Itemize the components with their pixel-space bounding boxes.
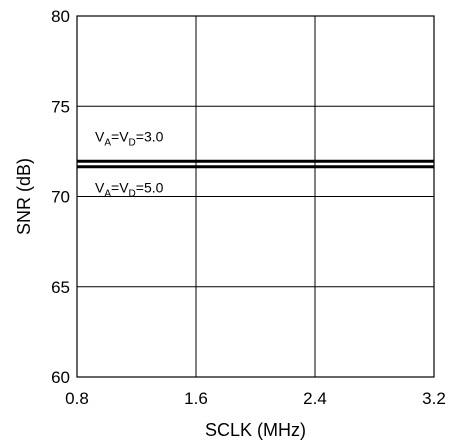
plot-frame — [76, 15, 435, 378]
series-lines — [77, 159, 434, 169]
y-axis-label: SNR (dB) — [14, 158, 34, 235]
y-tick-label: 65 — [51, 278, 70, 297]
y-tick-label: 75 — [51, 97, 70, 116]
y-tick-label: 60 — [51, 368, 70, 387]
x-axis-label: SCLK (MHz) — [205, 420, 306, 440]
y-tick-labels: 60 65 70 75 80 — [51, 7, 70, 387]
y-tick-label: 70 — [51, 188, 70, 207]
series-annotations: VA=VD=3.0 VA=VD=5.0 — [95, 128, 164, 199]
x-tick-labels: 0.8 1.6 2.4 3.2 — [65, 389, 446, 408]
x-tick-label: 3.2 — [422, 389, 446, 408]
grid-lines — [77, 16, 434, 377]
series-annotation-1: VA=VD=3.0 — [95, 128, 164, 148]
y-tick-label: 80 — [51, 7, 70, 26]
series-annotation-2: VA=VD=5.0 — [95, 180, 164, 200]
x-tick-label: 1.6 — [184, 389, 208, 408]
x-tick-label: 2.4 — [303, 389, 327, 408]
x-tick-label: 0.8 — [65, 389, 89, 408]
